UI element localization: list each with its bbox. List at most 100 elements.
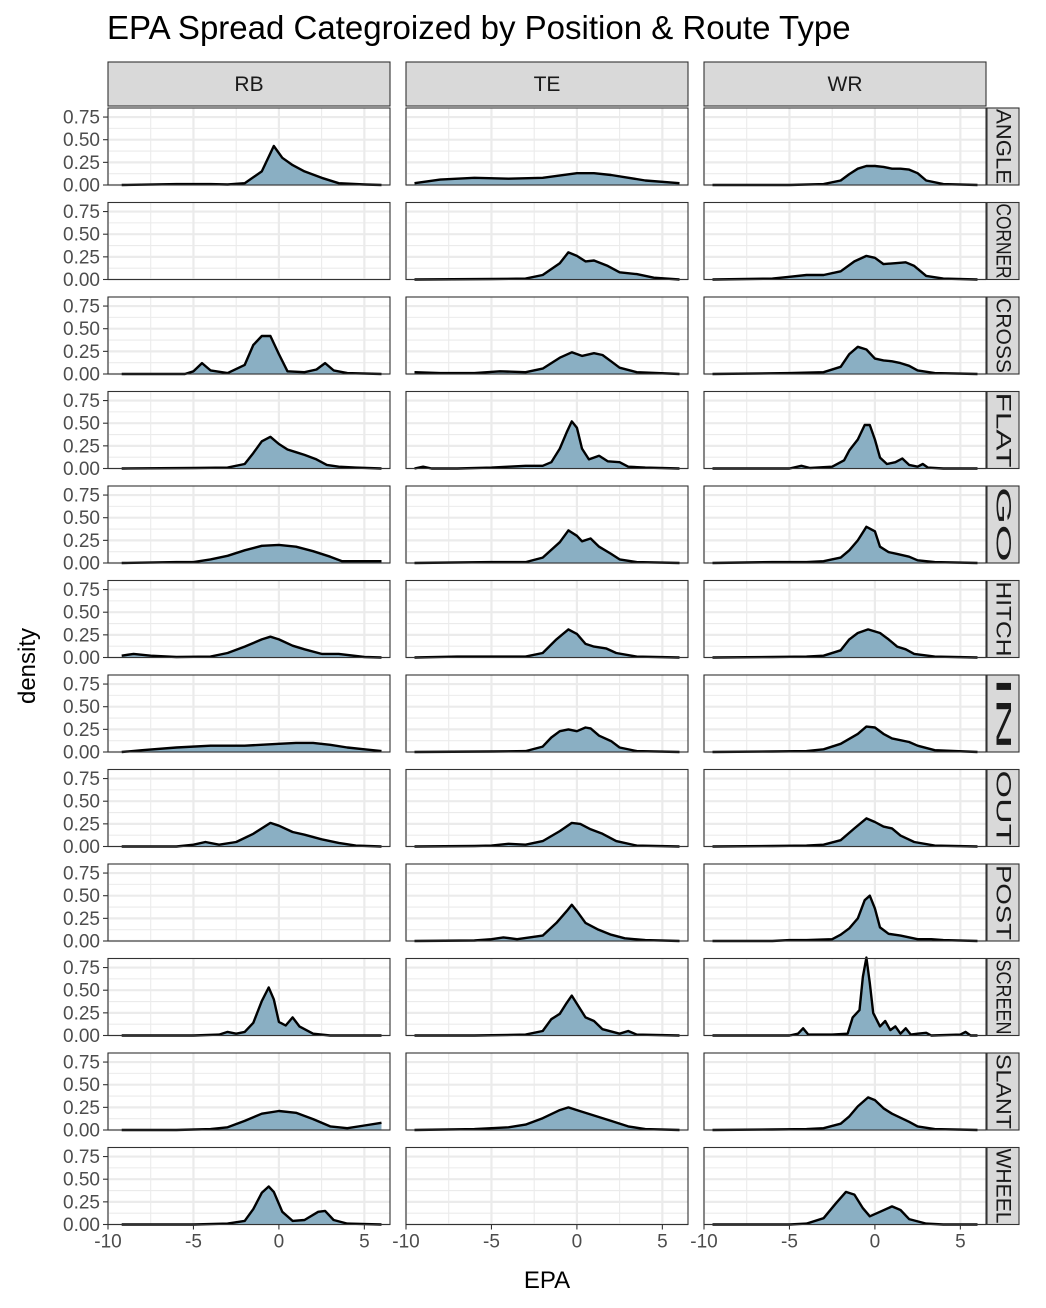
row-strip-label: SCREEN: [992, 960, 1015, 1035]
density-area: [414, 352, 680, 374]
y-tick-label: 0.75: [63, 864, 100, 885]
panel-border: [107, 201, 391, 281]
density-line: [414, 903, 680, 943]
panel-border: [405, 201, 689, 281]
x-tick-label: 5: [359, 1232, 370, 1253]
row-strip-hitch: [986, 579, 1020, 659]
panel-border: [703, 1052, 987, 1131]
panel-background: [704, 391, 986, 469]
panel-border: [107, 579, 391, 659]
y-tick-label: 0.00: [63, 648, 100, 669]
y-tick-label: 0.50: [63, 414, 100, 435]
y-tick-label: 0.00: [63, 459, 100, 480]
x-tick-label: 5: [955, 1232, 966, 1253]
row-strip-label: FLAT: [992, 393, 1015, 468]
panel-corner-wr: [702, 201, 987, 281]
y-tick-label: 0.75: [63, 1147, 100, 1168]
density-area: [414, 904, 680, 941]
y-tick-label: 0.75: [63, 486, 100, 507]
y-tick-label: 0.50: [63, 130, 100, 151]
panel-angle-wr: [702, 107, 987, 187]
panel-border: [703, 390, 987, 470]
panel-background: [108, 1147, 390, 1225]
density-area: [414, 629, 680, 658]
panel-border: [405, 957, 689, 1037]
panel-angle-te: [404, 107, 689, 187]
x-tick-label: -10: [690, 1232, 717, 1253]
density-line: [121, 986, 382, 1037]
y-tick-label: 0.00: [63, 270, 100, 291]
y-tick-label: 0.00: [63, 176, 100, 197]
row-strip-slant: [986, 1052, 1020, 1131]
panel-background: [406, 391, 688, 469]
panel-border: [703, 957, 987, 1037]
panel-background: [108, 958, 390, 1036]
panel-background: [108, 108, 390, 185]
row-strip-in: [986, 674, 1020, 753]
density-area: [712, 629, 978, 658]
row-strip-corner: [986, 201, 1020, 281]
density-line: [414, 994, 680, 1037]
panel-background: [108, 769, 390, 847]
panel-screen-rb: [106, 957, 391, 1037]
density-area: [121, 544, 382, 563]
y-tick-label: 0.50: [63, 225, 100, 246]
x-tick-label: 0: [274, 1232, 285, 1253]
density-line: [712, 525, 978, 565]
panel-border: [405, 768, 689, 848]
y-tick-label: 0.25: [63, 720, 100, 741]
panel-border: [703, 863, 987, 942]
panel-border: [107, 296, 391, 375]
panel-flat-wr: [702, 390, 987, 470]
panel-slant-rb: [106, 1052, 391, 1132]
y-tick-label: 0.00: [63, 837, 100, 858]
facet-grid: RB TE WRANGLE0.000.250.500.75CORNER0.000.2…: [63, 61, 1020, 1253]
y-tick-label: 0.25: [63, 153, 100, 174]
y-tick-label: 0.75: [63, 675, 100, 696]
panel-background: [108, 1053, 390, 1130]
panel-background: [108, 391, 390, 469]
panel-screen-te: [404, 957, 689, 1037]
panel-border: [107, 674, 391, 753]
panel-border: [703, 485, 987, 564]
row-strip-flat: [986, 390, 1020, 470]
y-tick-label: 0.50: [63, 1075, 100, 1096]
panel-border: [703, 107, 987, 186]
y-tick-label: 0.75: [63, 769, 100, 790]
y-tick-label: 0.75: [63, 580, 100, 601]
density-area: [414, 727, 680, 752]
panel-background: [704, 108, 986, 185]
y-tick-label: 0.25: [63, 1098, 100, 1119]
panel-border: [703, 579, 987, 659]
density-area: [712, 726, 978, 752]
panel-go-rb: [106, 485, 391, 565]
density-line: [121, 741, 382, 754]
y-tick-label: 0.50: [63, 886, 100, 907]
panel-wheel-wr: [702, 1146, 987, 1226]
panel-border: [107, 390, 391, 470]
panel-border: [703, 768, 987, 848]
panel-background: [704, 1053, 986, 1130]
density-line: [712, 1096, 978, 1132]
panel-background: [108, 864, 390, 941]
row-strip-screen: [986, 957, 1020, 1037]
density-line: [712, 254, 978, 281]
panel-border: [405, 674, 689, 753]
panel-border: [703, 674, 987, 753]
column-strip-label: RB: [234, 73, 263, 96]
row-strip-label: POST: [992, 865, 1015, 940]
y-tick-label: 0.50: [63, 697, 100, 718]
density-line: [121, 543, 382, 565]
y-tick-label: 0.75: [63, 391, 100, 412]
panel-background: [406, 486, 688, 563]
y-tick-label: 0.25: [63, 247, 100, 268]
panel-background: [406, 864, 688, 941]
y-tick-label: 0.75: [63, 1053, 100, 1074]
density-area: [121, 336, 382, 374]
panel-background: [406, 958, 688, 1036]
panel-border: [107, 107, 391, 186]
panel-screen-wr: [702, 956, 987, 1037]
x-tick-label: -10: [94, 1232, 121, 1253]
y-tick-label: 0.00: [63, 554, 100, 575]
